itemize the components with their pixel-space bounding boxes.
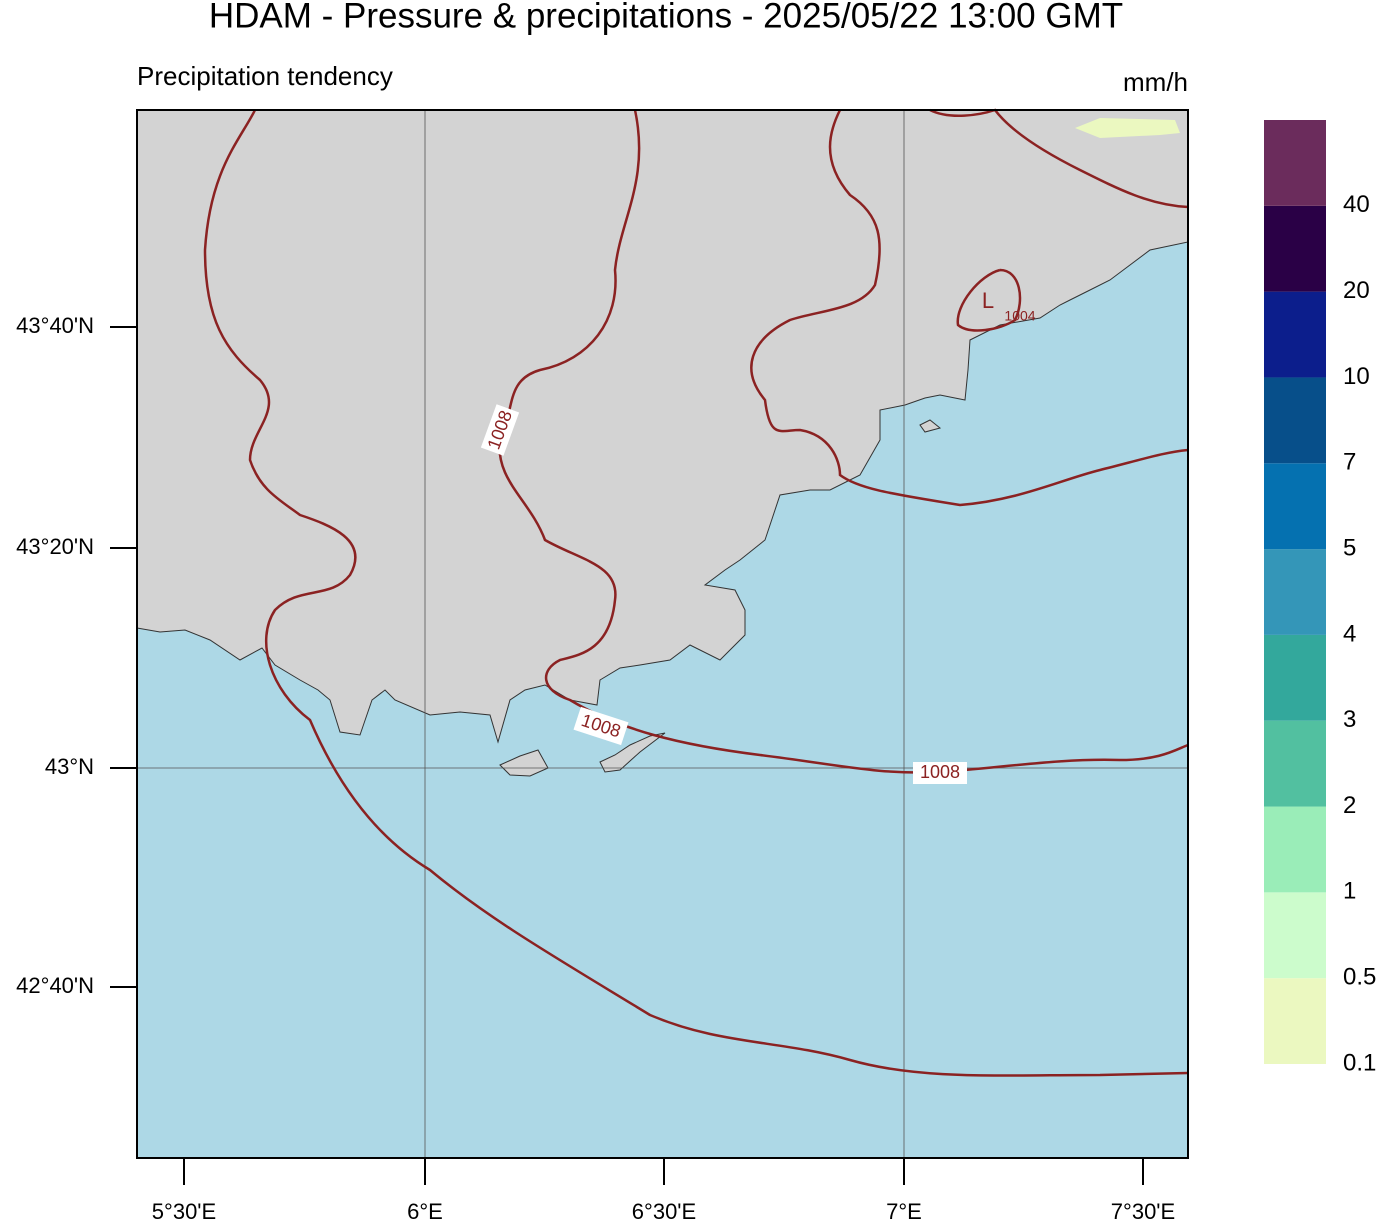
- isobar-label: 1008: [920, 762, 960, 782]
- low-marker: L: [982, 288, 994, 313]
- lon-tick-label: 5°30'E: [152, 1199, 216, 1224]
- lon-tick-label: 7°E: [886, 1199, 922, 1224]
- lat-tick-label: 42°40'N: [16, 973, 94, 998]
- isobar: [750, 109, 1189, 507]
- lat-tick-label: 43°20'N: [16, 534, 94, 559]
- subtitle: Precipitation tendency: [137, 61, 393, 91]
- island: [919, 419, 942, 433]
- colorbar-bin: [1264, 978, 1326, 1064]
- colorbar-label: 10: [1343, 363, 1370, 390]
- isobar-label: 1004: [1004, 308, 1035, 324]
- lat-tick-label: 43°40'N: [16, 313, 94, 338]
- map-area: 1008 1008 1008 1004 L: [136, 108, 1189, 1159]
- colorbar-bin: [1264, 634, 1326, 721]
- isobar: [956, 268, 1022, 332]
- colorbar-label: 40: [1343, 191, 1370, 218]
- colorbar-label: 1: [1343, 878, 1356, 905]
- colorbar-label: 0.1: [1343, 1049, 1376, 1076]
- lat-tick-label: 43°N: [45, 754, 94, 779]
- lon-tick-label: 7°30'E: [1111, 1199, 1175, 1224]
- unit-label: mm/h: [1123, 67, 1188, 97]
- colorbar-label: 5: [1343, 534, 1356, 561]
- lon-tick-label: 6°30'E: [632, 1199, 696, 1224]
- colorbar-label: 7: [1343, 449, 1356, 476]
- colorbar-label: 3: [1343, 706, 1356, 733]
- colorbar-bin: [1264, 291, 1326, 378]
- colorbar-bin: [1264, 205, 1326, 292]
- colorbar-label: 20: [1343, 277, 1370, 304]
- colorbar-bin: [1264, 806, 1326, 893]
- island: [599, 732, 666, 773]
- colorbar-bin: [1264, 377, 1326, 464]
- title: HDAM - Pressure & precipitations - 2025/…: [209, 0, 1123, 35]
- map-frame: [136, 109, 1189, 1159]
- colorbar-bin: [1264, 549, 1326, 635]
- colorbar-bin: [1264, 120, 1326, 206]
- precip-area: [1075, 118, 1180, 138]
- axes: 43°40'N 43°20'N 43°N 42°40'N 5°30'E 6°E 6°30'E…: [16, 313, 1175, 1224]
- colorbar-bin: [1264, 892, 1326, 979]
- colorbar-label: 2: [1343, 792, 1356, 819]
- colorbar: 0.1 0.5 1 2 3 4 5 7 10 20 40: [1264, 120, 1376, 1076]
- colorbar-label: 0.5: [1343, 964, 1376, 991]
- colorbar-bin: [1264, 720, 1326, 807]
- isobar: [203, 109, 1189, 1077]
- lon-tick-label: 6°E: [407, 1199, 443, 1224]
- isobar: [929, 108, 1189, 209]
- colorbar-bin: [1264, 463, 1326, 550]
- colorbar-label: 4: [1343, 620, 1356, 647]
